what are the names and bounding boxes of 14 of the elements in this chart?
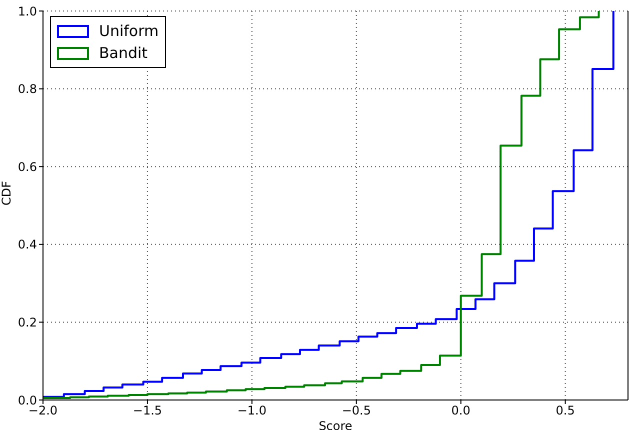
x-tick-label: −1.5 bbox=[132, 404, 162, 418]
legend-label: Bandit bbox=[99, 43, 148, 64]
y-axis-title: CDF bbox=[0, 180, 14, 206]
y-tick-label: 0.6 bbox=[18, 160, 37, 174]
x-tick-label: 0.5 bbox=[556, 404, 575, 418]
legend-label: Uniform bbox=[99, 21, 159, 42]
x-tick-label: 0.0 bbox=[451, 404, 470, 418]
y-tick-label: 0.2 bbox=[18, 315, 37, 330]
x-axis-title: Score bbox=[318, 419, 352, 430]
y-tick-label: 1.0 bbox=[18, 4, 37, 18]
x-tick-label: −0.5 bbox=[342, 404, 371, 418]
y-tick-label: 0.8 bbox=[18, 82, 37, 96]
x-tick-label: −1.0 bbox=[237, 404, 266, 418]
y-tick-label: 0.4 bbox=[18, 238, 37, 252]
